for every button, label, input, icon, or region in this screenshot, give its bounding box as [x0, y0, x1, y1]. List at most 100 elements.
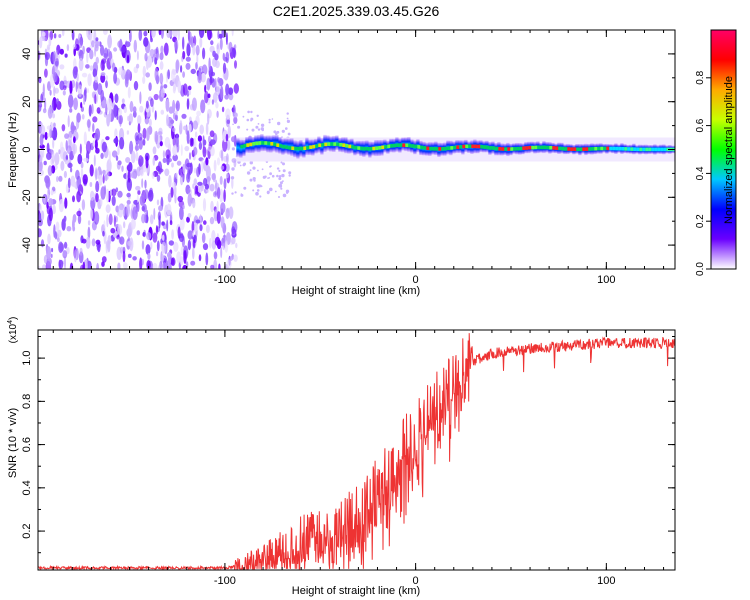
noise-blob [47, 133, 50, 138]
noise-blob [117, 40, 123, 48]
noise-blob [142, 76, 146, 84]
noise-blob [186, 42, 190, 55]
signal-core-segment [666, 147, 670, 152]
noise-dot [268, 177, 271, 179]
noise-dot [239, 164, 242, 167]
noise-blob [194, 185, 199, 195]
signal-core-segment [585, 147, 589, 151]
noise-dot [281, 173, 285, 178]
noise-blob [143, 189, 149, 200]
spectrogram-y-tick-label: 20 [21, 96, 33, 108]
noise-dot [256, 189, 260, 192]
signal-core-segment [648, 147, 652, 152]
noise-blob [175, 100, 180, 112]
signal-core-segment [348, 144, 352, 149]
noise-blob [80, 161, 84, 169]
signal-core-segment [573, 147, 577, 151]
noise-blob [132, 106, 137, 113]
noise-blob [150, 98, 154, 107]
noise-blob [202, 47, 206, 60]
noise-blob [117, 262, 121, 269]
noise-dot [246, 128, 249, 131]
noise-blob [38, 160, 43, 172]
noise-blob [160, 45, 164, 54]
noise-blob [150, 37, 153, 43]
noise-blob [93, 154, 96, 167]
noise-blob [192, 247, 195, 260]
noise-blob [106, 114, 110, 127]
signal-core-segment [315, 144, 319, 148]
noise-blob [44, 131, 48, 141]
noise-blob [64, 53, 68, 58]
noise-blob [101, 256, 107, 263]
spectrogram-panel: -100 0 100 -40 -20 0 20 40 Height of straight … [7, 29, 676, 297]
noise-blob [100, 73, 106, 84]
noise-blob [136, 63, 140, 69]
noise-blob [97, 83, 103, 95]
noise-blob [110, 227, 116, 234]
noise-blob [75, 81, 78, 93]
snr-x-ticks: -100 0 100 [52, 330, 665, 587]
noise-blob [166, 252, 172, 258]
noise-dot [234, 191, 237, 194]
colorbar: 0.0 0.2 0.4 0.6 0.8 Normalized spectral ampl… [695, 29, 737, 276]
noise-blob [186, 162, 192, 168]
noise-blob [222, 52, 225, 61]
noise-blob [145, 72, 150, 78]
noise-blob [132, 206, 138, 221]
noise-blob [94, 139, 98, 150]
colorbar-tick-label: 0.6 [695, 118, 706, 132]
noise-blob [220, 216, 225, 229]
noise-dot [277, 121, 281, 126]
noise-blob [46, 125, 52, 130]
noise-blob [88, 104, 92, 117]
noise-blob [166, 203, 172, 216]
noise-blob [129, 30, 132, 43]
noise-blob [198, 254, 202, 262]
noise-blob [152, 146, 157, 155]
noise-blob [212, 50, 217, 58]
signal-core-segment [261, 141, 265, 145]
noise-blob [131, 150, 136, 164]
noise-blob [204, 90, 209, 104]
noise-blob [173, 112, 176, 120]
noise-blob [152, 157, 156, 166]
noise-blob [154, 67, 159, 82]
noise-blob [66, 145, 72, 155]
noise-blob [52, 113, 56, 119]
noise-blob [59, 48, 64, 55]
signal-core-segment [564, 147, 568, 151]
noise-blob [50, 189, 54, 196]
spectrogram-y-label: Frequency (Hz) [7, 112, 19, 188]
noise-blob [203, 139, 207, 146]
noise-blob [213, 251, 218, 260]
noise-blob [198, 163, 201, 175]
noise-blob [117, 190, 123, 198]
snr-scale-factor: (x104) [7, 317, 19, 344]
noise-blob [168, 240, 175, 246]
noise-blob [163, 84, 168, 89]
noise-blob [224, 240, 229, 253]
signal-core-segment [594, 146, 598, 151]
noise-blob [139, 91, 142, 104]
noise-blob [201, 232, 206, 244]
noise-blob [206, 176, 211, 182]
noise-blob [53, 122, 56, 128]
noise-blob [67, 162, 73, 169]
noise-blob [213, 259, 218, 269]
noise-dot [256, 114, 259, 118]
noise-dot [231, 147, 235, 151]
noise-blob [181, 113, 187, 119]
noise-blob [89, 164, 94, 177]
noise-blob [86, 30, 89, 38]
noise-blob [207, 145, 213, 152]
noise-blob [152, 232, 158, 243]
noise-blob [125, 157, 131, 163]
noise-blob [195, 219, 201, 224]
noise-blob [83, 131, 87, 145]
noise-blob [199, 224, 203, 232]
noise-blob [210, 200, 214, 213]
noise-blob [220, 202, 226, 214]
noise-blob [172, 145, 178, 157]
noise-blob [197, 135, 202, 142]
